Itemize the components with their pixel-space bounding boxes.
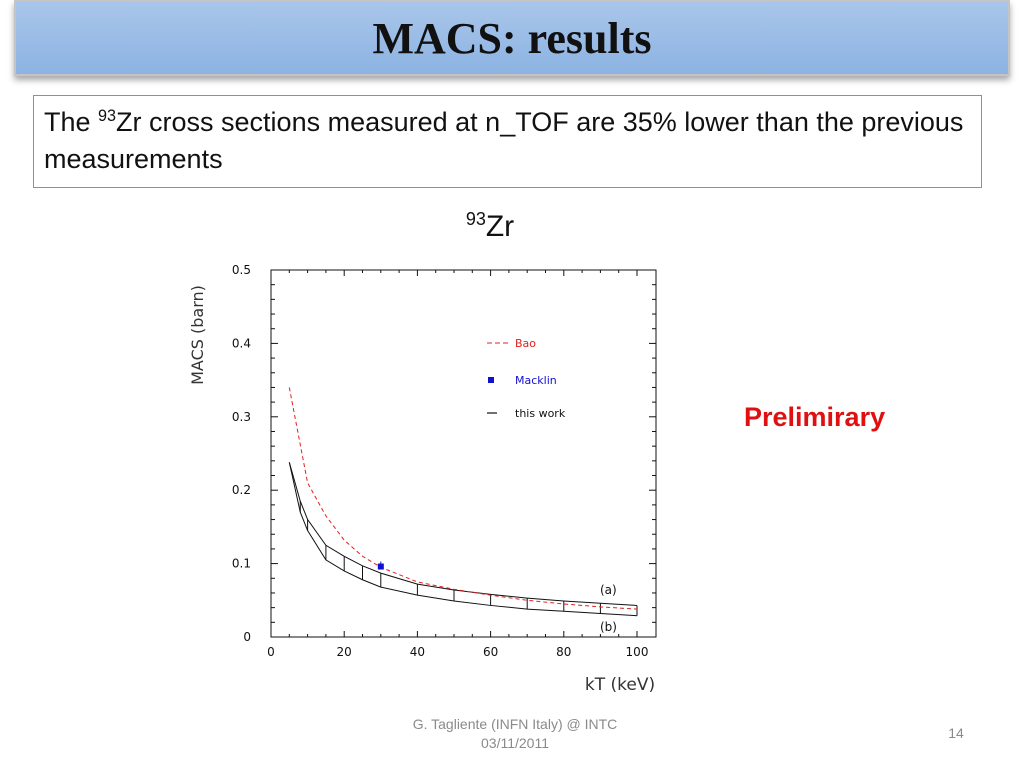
series-line-bao <box>288 387 638 610</box>
chart-title-superscript: 93 <box>465 209 486 229</box>
chart-title: 93Zr <box>440 210 540 244</box>
x-tick-label: 40 <box>410 645 425 659</box>
y-tick-label: 0.1 <box>232 557 251 571</box>
legend-label: this work <box>515 407 566 420</box>
y-tick-label: 0.2 <box>232 483 251 497</box>
y-tick-label: 0.4 <box>232 336 251 350</box>
y-tick-label: 0.5 <box>232 263 251 277</box>
y-tick-label: 0.3 <box>232 410 251 424</box>
footer-author-line2: 03/11/2011 <box>481 735 549 751</box>
bullet-prefix: The <box>44 107 99 137</box>
legend-label: Bao <box>515 337 536 350</box>
preliminary-label: Prelimirary <box>744 402 886 432</box>
annotation-a: (a) <box>600 583 617 597</box>
x-tick-label: 20 <box>337 645 352 659</box>
band-upper-line <box>288 462 638 606</box>
title-bar: MACS: results <box>14 0 1010 76</box>
macklin-point <box>377 563 384 570</box>
chart-title-main: Zr <box>485 210 515 243</box>
annotation-b: (b) <box>600 620 617 634</box>
x-tick-label: 80 <box>556 645 571 659</box>
x-axis-label: kT (keV) <box>585 675 655 695</box>
x-tick-label: 60 <box>483 645 498 659</box>
y-tick-label: 0 <box>243 630 251 644</box>
bullet-superscript: 93 <box>98 107 117 125</box>
band-lower-line <box>288 462 638 617</box>
footer-author-line1: G. Tagliente (INFN Italy) @ INTC <box>412 716 618 732</box>
footer-author: G. Tagliente (INFN Italy) @ INTC 03/11/2… <box>370 715 660 753</box>
page-number: 14 <box>948 725 964 741</box>
x-tick-label: 0 <box>267 645 275 659</box>
bullet-text: Zr cross sections measured at n_TOF are … <box>44 107 964 174</box>
bullet-box: The 93Zr cross sections measured at n_TO… <box>33 95 982 188</box>
legend-label: Macklin <box>515 374 557 387</box>
plot-frame <box>270 269 657 638</box>
x-tick-label: 100 <box>626 645 649 659</box>
y-axis-label: MACS (barn) <box>188 285 207 385</box>
legend-swatch-macklin <box>488 377 494 383</box>
slide-title: MACS: results <box>372 13 652 63</box>
